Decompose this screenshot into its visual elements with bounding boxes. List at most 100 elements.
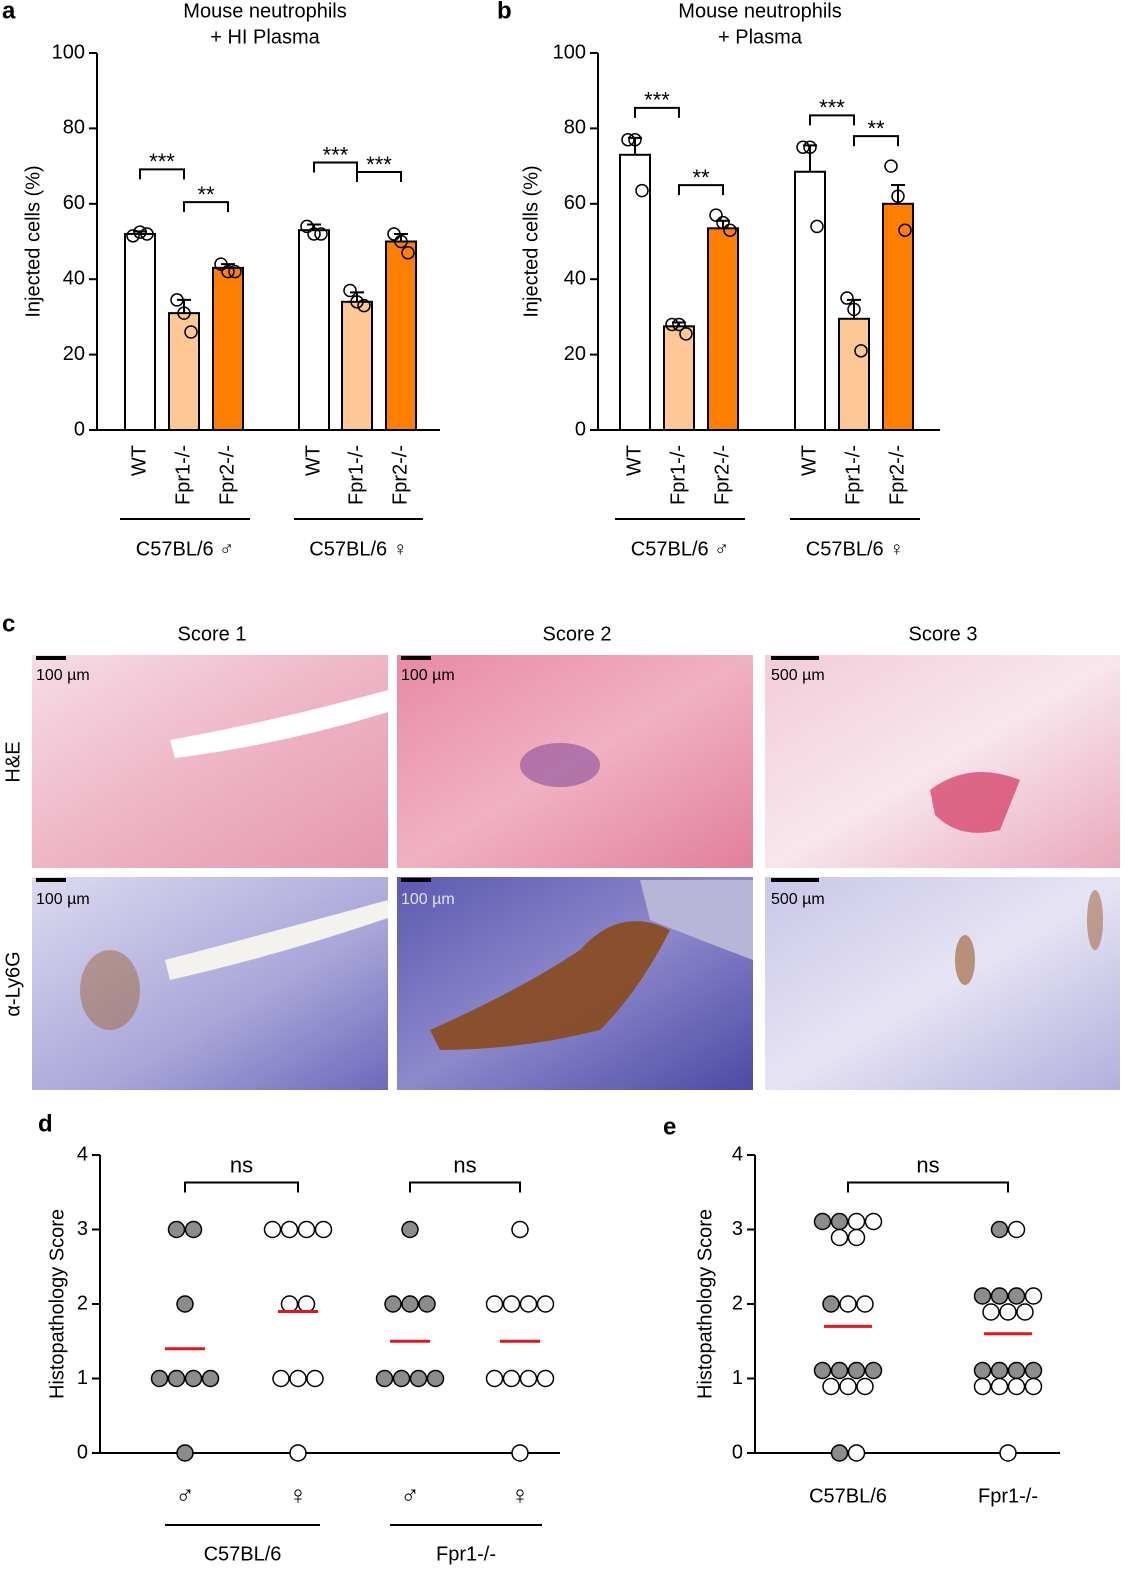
data-point [485,1295,504,1313]
y-axis-label: Injected cells (%) [22,165,44,317]
error-bar [803,144,817,172]
significance-bracket [313,161,358,173]
data-point [1024,1287,1043,1305]
data-point [221,264,235,279]
data-point [519,1295,538,1313]
data-point [272,1369,290,1388]
micrograph [32,655,388,868]
data-point [884,159,898,173]
data-point [990,1377,1009,1396]
data-point [519,1369,538,1388]
panel-letter: c [2,610,15,637]
x-tick-label: Fpr2-/- [886,445,908,505]
data-point [709,208,723,222]
bar [794,170,826,431]
x-tick-label: ♂ [175,1480,195,1510]
chart-title: Mouse neutrophils [183,0,346,22]
data-point [716,215,730,230]
row-label: H&E [2,741,24,782]
data-point [307,227,321,241]
micrograph-detail [165,900,388,980]
data-point [990,1220,1009,1239]
significance-bracket [847,1181,1009,1193]
data-point [813,1361,832,1380]
data-point [621,132,635,147]
group-label: Fpr1-/- [436,1543,496,1565]
data-point [384,1295,402,1313]
significance-label: ** [692,165,710,190]
data-point [796,140,810,154]
micrograph [765,655,1120,868]
y-axis-label: Histopathology Score [46,1209,68,1399]
data-point [392,1369,411,1388]
data-point [854,344,868,358]
micrograph-detail [930,772,1020,833]
x-tick-label: WT [128,445,150,476]
significance-bracket [409,1181,521,1193]
data-point [184,1220,203,1239]
scale-bar-label: 500 µm [771,667,825,684]
y-tick-label: 3 [732,1218,743,1240]
data-point [1024,1361,1043,1380]
x-tick-label: WT [302,445,324,476]
data-point [126,229,140,243]
data-point [1007,1220,1026,1239]
data-point [830,1212,849,1231]
data-point [401,1295,419,1313]
x-tick-label: Fpr2-/- [389,445,411,505]
bar [663,325,695,432]
data-point [394,234,408,249]
x-tick-label: Fpr2-/- [711,445,733,505]
significance-bracket [139,168,185,180]
data-point [177,306,191,320]
data-point [990,1287,1009,1305]
bar [341,300,373,431]
y-tick-label: 0 [77,1441,88,1463]
micrograph-detail [640,880,753,960]
panel-letter: b [497,0,512,24]
data-point [999,1303,1017,1321]
significance-label: *** [819,95,845,120]
panel-letter: d [38,1110,53,1137]
data-point [999,1444,1017,1462]
bar [124,232,156,431]
data-point [856,1377,874,1396]
chart-title: Mouse neutrophils [678,0,841,22]
y-tick-label: 20 [63,343,85,365]
x-tick-label: WT [798,445,820,476]
data-point [201,1369,220,1388]
y-tick-label: 1 [77,1367,88,1389]
y-tick-label: 80 [63,117,85,139]
bar [882,202,914,431]
data-point [847,1444,866,1462]
bar [168,312,200,432]
y-tick-label: 40 [564,267,586,289]
data-point [387,227,401,241]
data-point [150,1369,169,1388]
x-tick-label: ♀ [288,1480,308,1510]
panel-letter: e [663,1113,676,1140]
group-label: C57BL/6 ♀ [309,538,407,560]
column-title: Score 2 [543,623,612,645]
scale-bar [401,656,431,660]
data-point [1016,1303,1034,1321]
bar [298,229,330,431]
data-point [502,1295,521,1313]
data-point [856,1295,874,1313]
scale-bar-label: 100 µm [36,667,90,684]
x-tick-label: Fpr1-/- [667,445,689,505]
data-point [280,1295,299,1313]
error-bar [891,183,905,204]
y-tick-label: 0 [732,1441,743,1463]
x-tick-label: ♀ [510,1480,530,1510]
scale-bar [36,878,66,882]
scale-bar [401,878,431,882]
bar [385,240,417,431]
scale-bar [36,656,66,660]
y-tick-label: 80 [564,117,586,139]
bar [707,227,739,431]
data-point [1007,1377,1026,1396]
data-point [184,325,198,339]
data-point [839,1295,857,1313]
